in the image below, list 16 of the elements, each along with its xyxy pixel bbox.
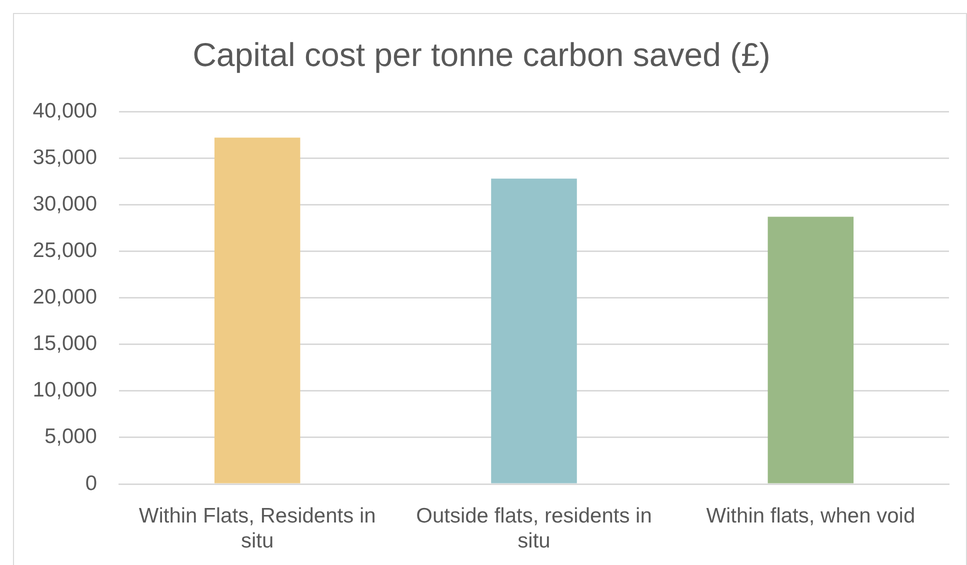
- y-tick-label: 20,000: [32, 286, 97, 309]
- y-tick-label: 25,000: [32, 239, 97, 262]
- y-tick-label: 5,000: [44, 425, 97, 448]
- chart-title: Capital cost per tonne carbon saved (£): [192, 36, 770, 73]
- bar: [768, 216, 854, 484]
- y-tick-label: 35,000: [32, 146, 97, 169]
- y-tick-label: 10,000: [32, 378, 97, 402]
- bar: [214, 138, 300, 484]
- bar: [491, 178, 577, 484]
- x-tick-label: Outside flats, residents in situ: [416, 504, 652, 553]
- y-tick-label: 40,000: [32, 99, 97, 122]
- y-tick-label: 15,000: [32, 332, 97, 356]
- y-tick-label: 0: [85, 472, 97, 495]
- x-tick-label: Within Flats, Residents in situ: [138, 504, 376, 553]
- y-tick-label: 30,000: [32, 192, 97, 216]
- x-tick-label: Within flats, when void: [706, 504, 916, 528]
